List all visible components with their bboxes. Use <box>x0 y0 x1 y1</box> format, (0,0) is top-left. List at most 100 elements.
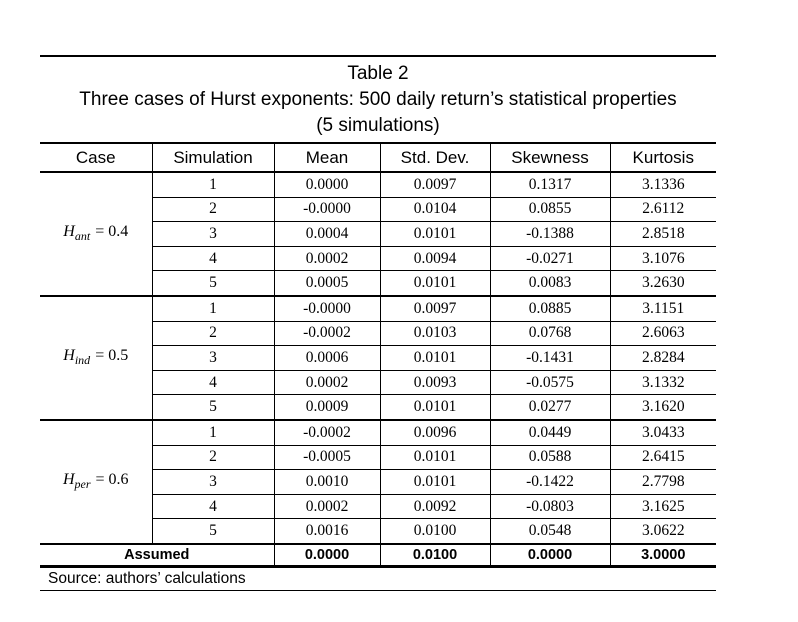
std-dev-cell: 0.0101 <box>379 221 490 247</box>
skewness-cell: -0.1388 <box>489 221 610 247</box>
kurtosis-cell: 3.1620 <box>609 394 716 421</box>
std-dev-cell: 0.0101 <box>379 345 490 371</box>
simulation-cell: 5 <box>151 394 274 421</box>
case-symbol: H <box>62 471 75 489</box>
skewness-cell: -0.0803 <box>489 494 610 520</box>
header-row: Case Simulation Mean Std. Dev. Skewness … <box>40 143 716 173</box>
std-dev-cell: 0.0104 <box>379 197 490 223</box>
table-row: 5 0.0016 0.0100 0.0548 3.0622 <box>40 518 716 545</box>
table-row: 2 -0.0002 0.0103 0.0768 2.6063 <box>40 321 716 347</box>
statistics-table: Case Simulation Mean Std. Dev. Skewness … <box>40 142 716 591</box>
assumed-skewness: 0.0000 <box>489 543 610 568</box>
kurtosis-cell: 2.6112 <box>609 197 716 223</box>
case-subscript: per <box>74 477 91 492</box>
simulation-cell: 1 <box>151 172 274 198</box>
skewness-cell: 0.0083 <box>489 270 610 297</box>
header-kurtosis: Kurtosis <box>609 143 716 173</box>
mean-cell: -0.0000 <box>273 295 380 322</box>
table-row: 4 0.0002 0.0092 -0.0803 3.1625 <box>40 494 716 520</box>
table-row: 3 0.0010 0.0101 -0.1422 2.7798 <box>40 469 716 495</box>
table-container: Table 2 Three cases of Hurst exponents: … <box>40 55 716 591</box>
std-dev-cell: 0.0101 <box>379 394 490 421</box>
mean-cell: -0.0002 <box>273 321 380 347</box>
simulation-cell: 2 <box>151 321 274 347</box>
mean-cell: 0.0002 <box>273 246 380 272</box>
kurtosis-cell: 2.8284 <box>609 345 716 371</box>
mean-cell: 0.0002 <box>273 370 380 396</box>
mean-cell: 0.0004 <box>273 221 380 247</box>
table-subtitle: (5 simulations) <box>316 115 440 136</box>
case-symbol: H <box>63 223 75 241</box>
std-dev-cell: 0.0100 <box>379 518 490 545</box>
kurtosis-cell: 2.7798 <box>609 469 716 495</box>
kurtosis-cell: 3.1625 <box>609 494 716 520</box>
case-label-hind: Hind = 0.5 <box>40 295 152 421</box>
table-caption: Table 2 Three cases of Hurst exponents: … <box>40 55 716 142</box>
mean-cell: 0.0005 <box>273 270 380 297</box>
simulation-cell: 1 <box>151 419 274 446</box>
kurtosis-cell: 3.1332 <box>609 370 716 396</box>
table-row: Hper = 0.6 1 -0.0002 0.0096 0.0449 3.0433 <box>40 419 716 545</box>
simulation-cell: 5 <box>151 518 274 545</box>
std-dev-cell: 0.0101 <box>379 270 490 297</box>
header-case: Case <box>40 143 152 173</box>
table-row: 5 0.0005 0.0101 0.0083 3.2630 <box>40 270 716 297</box>
assumed-kurtosis: 3.0000 <box>609 543 716 568</box>
skewness-cell: 0.0548 <box>489 518 610 545</box>
simulation-cell: 3 <box>151 469 274 495</box>
assumed-std-dev: 0.0100 <box>379 543 490 568</box>
simulation-cell: 3 <box>151 345 274 371</box>
table-row: 3 0.0004 0.0101 -0.1388 2.8518 <box>40 221 716 247</box>
table-row: 4 0.0002 0.0093 -0.0575 3.1332 <box>40 370 716 396</box>
std-dev-cell: 0.0101 <box>379 469 490 495</box>
kurtosis-cell: 3.1076 <box>609 246 716 272</box>
skewness-cell: 0.1317 <box>489 172 610 198</box>
mean-cell: -0.0005 <box>273 445 380 471</box>
table-title: Three cases of Hurst exponents: 500 dail… <box>79 89 677 110</box>
case-label-hant: Hant = 0.4 <box>40 172 152 297</box>
assumed-row: Assumed 0.0000 0.0100 0.0000 3.0000 <box>40 543 716 568</box>
std-dev-cell: 0.0097 <box>379 295 490 322</box>
mean-cell: 0.0009 <box>273 394 380 421</box>
skewness-cell: 0.0768 <box>489 321 610 347</box>
case-value: = 0.4 <box>95 223 129 241</box>
header-std-dev: Std. Dev. <box>379 143 490 173</box>
kurtosis-cell: 2.6415 <box>609 445 716 471</box>
assumed-label: Assumed <box>40 543 274 568</box>
simulation-cell: 2 <box>151 197 274 223</box>
case-symbol: H <box>63 347 75 365</box>
header-skewness: Skewness <box>489 143 610 173</box>
mean-cell: -0.0000 <box>273 197 380 223</box>
kurtosis-cell: 2.6063 <box>609 321 716 347</box>
skewness-cell: 0.0885 <box>489 295 610 322</box>
case-subscript: ant <box>74 229 91 244</box>
std-dev-cell: 0.0097 <box>379 172 490 198</box>
std-dev-cell: 0.0096 <box>379 419 490 446</box>
mean-cell: 0.0006 <box>273 345 380 371</box>
std-dev-cell: 0.0094 <box>379 246 490 272</box>
header-mean: Mean <box>273 143 380 173</box>
mean-cell: -0.0002 <box>273 419 380 446</box>
table-row: 5 0.0009 0.0101 0.0277 3.1620 <box>40 394 716 421</box>
std-dev-cell: 0.0092 <box>379 494 490 520</box>
table-row: Hind = 0.5 1 -0.0000 0.0097 0.0885 3.1151 <box>40 295 716 421</box>
case-subscript: ind <box>74 353 91 368</box>
mean-cell: 0.0016 <box>273 518 380 545</box>
skewness-cell: 0.0277 <box>489 394 610 421</box>
kurtosis-cell: 3.0433 <box>609 419 716 446</box>
mean-cell: 0.0010 <box>273 469 380 495</box>
kurtosis-cell: 2.8518 <box>609 221 716 247</box>
skewness-cell: 0.0449 <box>489 419 610 446</box>
table-row: 4 0.0002 0.0094 -0.0271 3.1076 <box>40 246 716 272</box>
table-row: Hant = 0.4 1 0.0000 0.0097 0.1317 3.1336 <box>40 172 716 297</box>
std-dev-cell: 0.0093 <box>379 370 490 396</box>
std-dev-cell: 0.0101 <box>379 445 490 471</box>
skewness-cell: 0.0588 <box>489 445 610 471</box>
kurtosis-cell: 3.1336 <box>609 172 716 198</box>
simulation-cell: 1 <box>151 295 274 322</box>
skewness-cell: 0.0855 <box>489 197 610 223</box>
skewness-cell: -0.1431 <box>489 345 610 371</box>
table-row: 3 0.0006 0.0101 -0.1431 2.8284 <box>40 345 716 371</box>
assumed-mean: 0.0000 <box>273 543 380 568</box>
